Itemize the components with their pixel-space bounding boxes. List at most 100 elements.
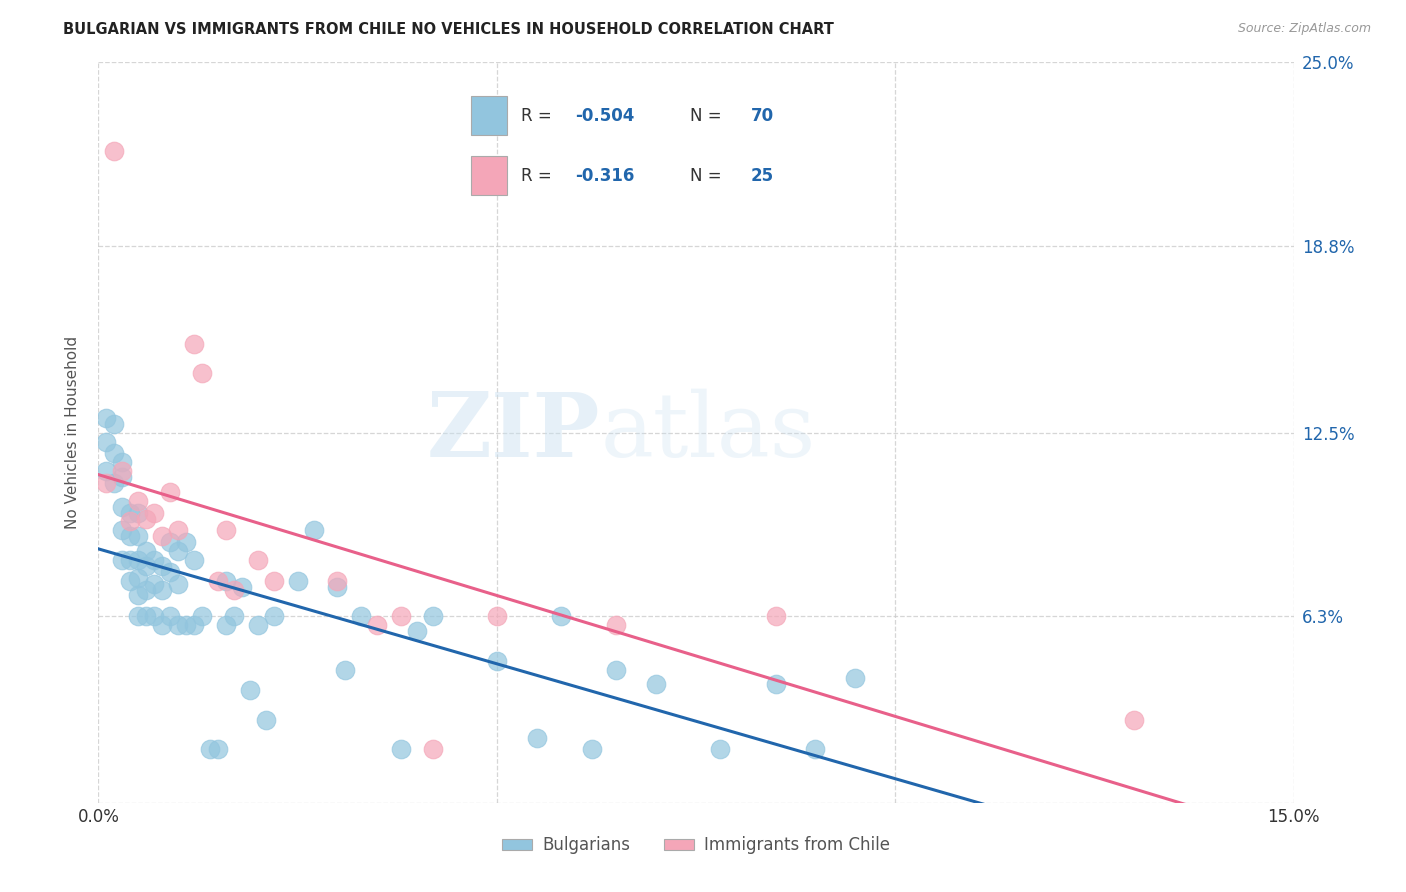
Point bbox=[111, 464, 134, 478]
Point bbox=[254, 713, 277, 727]
Text: ZIP: ZIP bbox=[427, 389, 600, 476]
Point bbox=[207, 742, 229, 756]
Point bbox=[150, 529, 173, 543]
Point bbox=[326, 580, 349, 594]
Point bbox=[422, 609, 444, 624]
Point bbox=[159, 484, 181, 499]
Point bbox=[111, 455, 134, 469]
Point bbox=[120, 553, 142, 567]
Point bbox=[389, 742, 412, 756]
Point bbox=[127, 493, 149, 508]
Point bbox=[127, 529, 149, 543]
Point bbox=[183, 618, 205, 632]
Point bbox=[581, 742, 603, 756]
Point bbox=[159, 609, 181, 624]
Point bbox=[191, 609, 214, 624]
Point bbox=[159, 535, 181, 549]
Point bbox=[1123, 713, 1146, 727]
Point bbox=[103, 145, 125, 159]
Point bbox=[111, 470, 134, 484]
Point bbox=[127, 571, 149, 585]
Point bbox=[231, 580, 253, 594]
Point bbox=[167, 524, 190, 538]
Point bbox=[389, 609, 412, 624]
Point bbox=[422, 742, 444, 756]
Point bbox=[135, 609, 157, 624]
Point bbox=[709, 742, 731, 756]
Point bbox=[215, 524, 238, 538]
Point bbox=[183, 553, 205, 567]
Point bbox=[167, 576, 190, 591]
Point bbox=[120, 529, 142, 543]
Point bbox=[263, 574, 285, 588]
Point bbox=[159, 565, 181, 579]
Point bbox=[485, 654, 508, 668]
Point bbox=[804, 742, 827, 756]
Point bbox=[844, 672, 866, 686]
Point bbox=[150, 582, 173, 597]
Point bbox=[135, 511, 157, 525]
Point bbox=[103, 475, 125, 490]
Point bbox=[215, 574, 238, 588]
Point bbox=[406, 624, 429, 638]
Point bbox=[127, 609, 149, 624]
Point bbox=[191, 367, 214, 381]
Point bbox=[222, 609, 245, 624]
Point bbox=[645, 677, 668, 691]
Point bbox=[174, 618, 197, 632]
Point bbox=[550, 609, 572, 624]
Point bbox=[143, 506, 166, 520]
Point bbox=[183, 336, 205, 351]
Point bbox=[765, 677, 787, 691]
Point bbox=[120, 506, 142, 520]
Point bbox=[263, 609, 285, 624]
Point bbox=[120, 515, 142, 529]
Point bbox=[103, 446, 125, 460]
Point bbox=[143, 576, 166, 591]
Point bbox=[150, 558, 173, 573]
Point bbox=[350, 609, 373, 624]
Point bbox=[143, 609, 166, 624]
Point bbox=[198, 742, 221, 756]
Point bbox=[127, 553, 149, 567]
Point bbox=[120, 574, 142, 588]
Point bbox=[167, 544, 190, 558]
Point bbox=[246, 553, 269, 567]
Point bbox=[167, 618, 190, 632]
Point bbox=[96, 475, 118, 490]
Point bbox=[127, 589, 149, 603]
Point bbox=[135, 544, 157, 558]
Point bbox=[96, 464, 118, 478]
Point bbox=[150, 618, 173, 632]
Point bbox=[96, 434, 118, 449]
Point bbox=[605, 663, 627, 677]
Point bbox=[366, 618, 388, 632]
Point bbox=[765, 609, 787, 624]
Text: BULGARIAN VS IMMIGRANTS FROM CHILE NO VEHICLES IN HOUSEHOLD CORRELATION CHART: BULGARIAN VS IMMIGRANTS FROM CHILE NO VE… bbox=[63, 22, 834, 37]
Point bbox=[526, 731, 548, 745]
Point bbox=[239, 683, 262, 698]
Point bbox=[302, 524, 325, 538]
Point bbox=[335, 663, 357, 677]
Text: Source: ZipAtlas.com: Source: ZipAtlas.com bbox=[1237, 22, 1371, 36]
Point bbox=[222, 582, 245, 597]
Point bbox=[127, 506, 149, 520]
Point bbox=[326, 574, 349, 588]
Point bbox=[174, 535, 197, 549]
Point bbox=[111, 553, 134, 567]
Point bbox=[103, 417, 125, 431]
Point bbox=[111, 524, 134, 538]
Point bbox=[215, 618, 238, 632]
Point bbox=[207, 574, 229, 588]
Point bbox=[96, 410, 118, 425]
Text: atlas: atlas bbox=[600, 389, 815, 476]
Point bbox=[143, 553, 166, 567]
Legend: Bulgarians, Immigrants from Chile: Bulgarians, Immigrants from Chile bbox=[496, 830, 896, 861]
Point bbox=[485, 609, 508, 624]
Point bbox=[111, 500, 134, 514]
Y-axis label: No Vehicles in Household: No Vehicles in Household bbox=[65, 336, 80, 529]
Point bbox=[135, 582, 157, 597]
Point bbox=[246, 618, 269, 632]
Point bbox=[287, 574, 309, 588]
Point bbox=[605, 618, 627, 632]
